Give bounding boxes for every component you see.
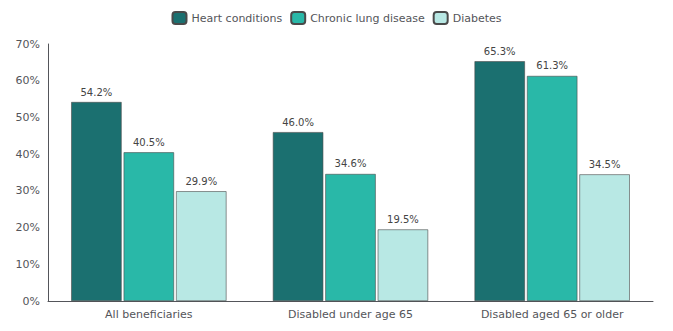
svg-text:0%: 0% xyxy=(23,295,40,308)
svg-text:19.5%: 19.5% xyxy=(387,214,419,225)
svg-text:61.3%: 61.3% xyxy=(536,60,568,71)
svg-text:29.9%: 29.9% xyxy=(185,176,217,187)
svg-text:All beneficiaries: All beneficiaries xyxy=(105,308,193,321)
svg-text:20%: 20% xyxy=(16,221,40,234)
svg-text:40.5%: 40.5% xyxy=(133,137,165,148)
svg-text:46.0%: 46.0% xyxy=(282,117,314,128)
svg-text:Diabetes: Diabetes xyxy=(453,12,502,25)
svg-text:65.3%: 65.3% xyxy=(484,46,516,57)
svg-text:10%: 10% xyxy=(16,258,40,271)
svg-text:50%: 50% xyxy=(16,111,40,124)
svg-text:34.5%: 34.5% xyxy=(589,159,621,170)
svg-text:60%: 60% xyxy=(16,74,40,87)
svg-text:40%: 40% xyxy=(16,148,40,161)
svg-text:54.2%: 54.2% xyxy=(81,87,113,98)
svg-text:70%: 70% xyxy=(16,38,40,51)
svg-text:Heart conditions: Heart conditions xyxy=(191,12,282,25)
svg-text:Disabled aged 65 or older: Disabled aged 65 or older xyxy=(481,308,624,321)
svg-text:Chronic lung disease: Chronic lung disease xyxy=(310,12,425,25)
svg-text:Disabled under age 65: Disabled under age 65 xyxy=(288,308,413,321)
svg-text:30%: 30% xyxy=(16,184,40,197)
svg-text:34.6%: 34.6% xyxy=(335,158,367,169)
